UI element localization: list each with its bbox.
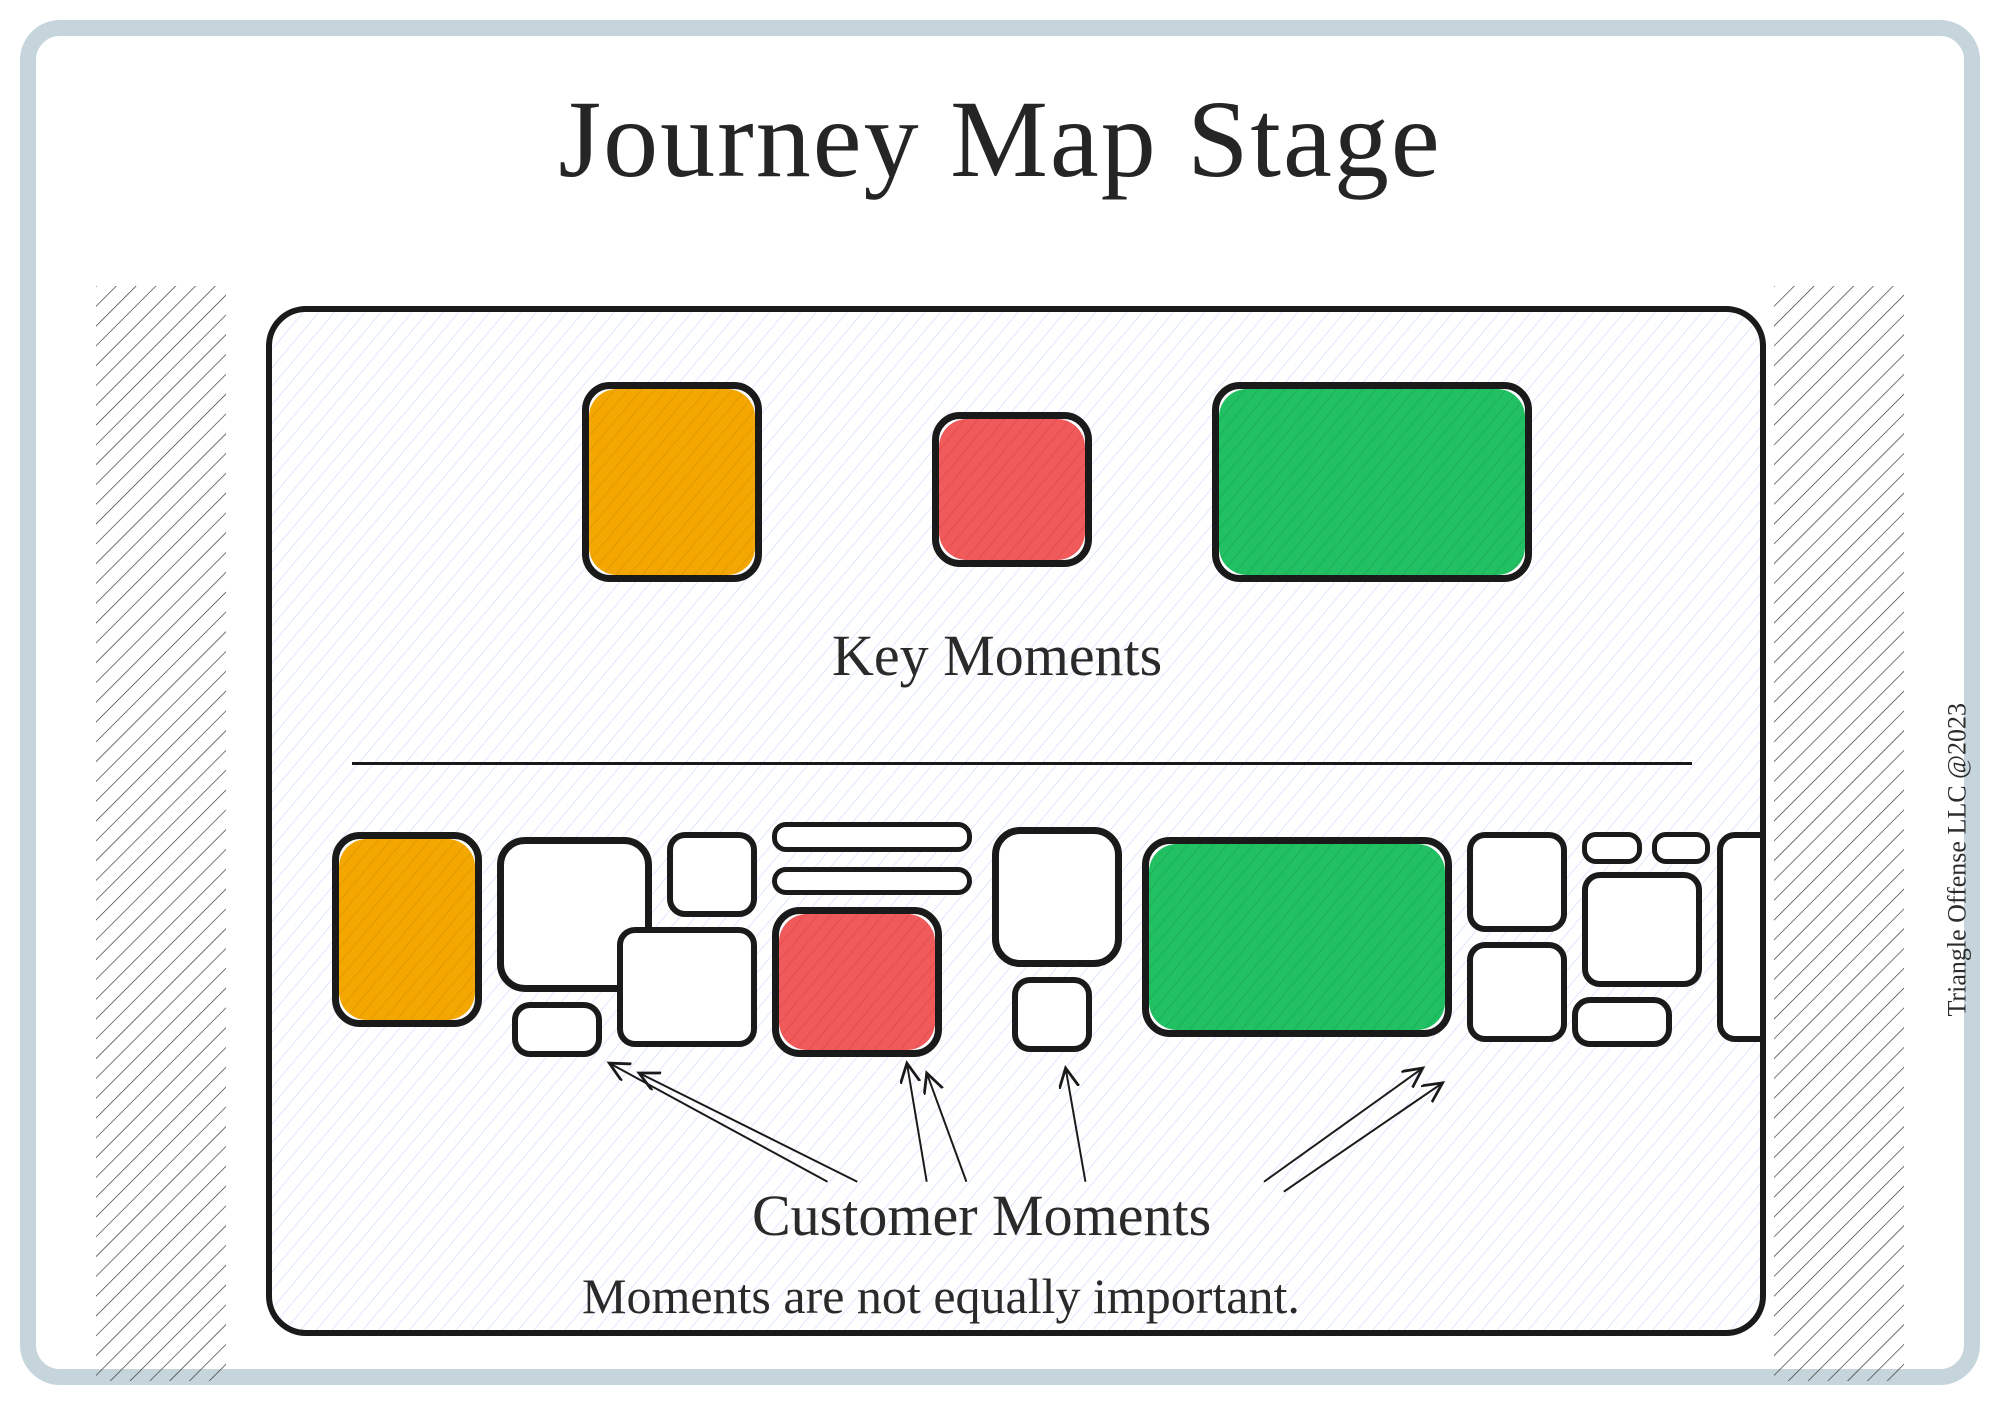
customer-moment-box xyxy=(617,927,757,1047)
customer-moment-box xyxy=(772,867,972,895)
panel-divider xyxy=(352,762,1692,765)
pillar-left xyxy=(96,286,226,1381)
page-title: Journey Map Stage xyxy=(36,76,1964,203)
key-moment-box xyxy=(932,412,1092,567)
copyright-text: Triangle Offense LLC @2023 xyxy=(1943,703,1973,1017)
customer-moment-box xyxy=(1467,942,1567,1042)
customer-moment-box xyxy=(1012,977,1092,1052)
customer-moment-box xyxy=(1717,832,1766,1042)
customer-moment-box xyxy=(667,832,757,917)
label-key-moments: Key Moments xyxy=(832,622,1162,689)
customer-moment-box xyxy=(332,832,482,1027)
key-moment-box xyxy=(1212,382,1532,582)
whiteboard-frame: Journey Map Stage xyxy=(20,20,1980,1385)
customer-moment-box xyxy=(1582,872,1702,987)
customer-moment-box xyxy=(512,1002,602,1057)
customer-moment-box xyxy=(1582,832,1642,864)
customer-moment-box xyxy=(772,822,972,852)
key-moment-box xyxy=(582,382,762,582)
customer-moment-box xyxy=(992,827,1122,967)
label-tagline: Moments are not equally important. xyxy=(582,1267,1300,1325)
customer-moment-box xyxy=(772,907,942,1057)
customer-moment-box xyxy=(1142,837,1452,1037)
customer-moment-box xyxy=(1467,832,1567,932)
customer-moment-box xyxy=(1572,997,1672,1047)
main-panel: Key Moments Customer Moments Moments are… xyxy=(266,306,1766,1336)
customer-moment-box xyxy=(1652,832,1710,864)
pillar-right xyxy=(1774,286,1904,1381)
label-customer-moments: Customer Moments xyxy=(752,1182,1211,1249)
